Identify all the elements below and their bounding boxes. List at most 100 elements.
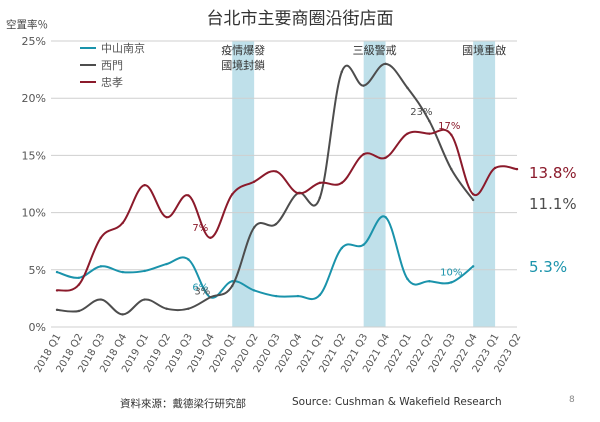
point-zhongxiao-8 [231, 193, 234, 196]
point-zhongshan-18 [450, 281, 453, 284]
band-label-0-line2: 國境封鎖 [221, 58, 265, 72]
page-number: 8 [569, 395, 575, 405]
point-ximen-9 [252, 226, 256, 229]
annotation-2: 3% [194, 286, 210, 297]
point-zhongshan-4 [143, 269, 146, 273]
band-0 [232, 41, 255, 327]
annotation-1: 6% [192, 282, 208, 293]
series-line-zhongxiao [56, 128, 518, 292]
band-1 [363, 41, 386, 327]
legend-label-ximen: 西門 [101, 59, 123, 72]
point-zhongshan-9 [252, 289, 256, 292]
point-zhongshan-5 [165, 262, 168, 266]
point-zhongxiao-1 [77, 283, 81, 286]
point-zhongshan-1 [77, 276, 81, 280]
point-ximen-1 [77, 309, 81, 313]
end-labels: 13.8% 11.1% 5.3% [529, 164, 577, 276]
point-ximen-4 [143, 298, 146, 301]
gridlines [51, 40, 517, 328]
point-zhongxiao-10 [274, 170, 278, 173]
y-tick-labels: 0% 5% 10% 15% 20% 25% [22, 35, 46, 334]
point-zhongxiao-15 [384, 156, 387, 159]
end-label-zhongxiao: 13.8% [529, 164, 577, 182]
point-ximen-6 [187, 307, 190, 310]
point-zhongshan-2 [99, 265, 103, 268]
y-tick-5: 25% [22, 35, 46, 48]
point-zhongshan-12 [318, 293, 322, 297]
point-zhongxiao-14 [362, 153, 365, 156]
point-ximen-7 [209, 296, 212, 299]
point-zhongxiao-13 [340, 181, 343, 185]
point-zhongshan-16 [406, 277, 409, 281]
annotation-3: 23% [410, 107, 432, 118]
legend-label-zhongshan: 中山南京 [101, 41, 145, 55]
point-ximen-10 [274, 222, 278, 226]
band-label-0: 疫情爆發 [221, 43, 265, 57]
annotation-0: 7% [192, 223, 208, 234]
series-lines [55, 62, 519, 316]
legend-label-zhongxiao: 忠孝 [101, 76, 123, 89]
source-note-chinese: 資料來源：戴德梁行研究部 [120, 398, 246, 410]
annotation-5: 10% [440, 267, 462, 278]
annotations: 7% 6%3% 23% 17% 10% [192, 107, 462, 297]
point-ximen-2 [99, 298, 103, 301]
point-ximen-18 [450, 167, 453, 171]
point-ximen-14 [362, 84, 365, 87]
point-zhongxiao-7 [209, 236, 212, 239]
y-tick-0: 0% [29, 321, 46, 334]
point-zhongshan-13 [340, 246, 343, 250]
point-zhongxiao-3 [121, 221, 124, 225]
y-axis-label: 空置率％ [6, 19, 48, 31]
point-zhongxiao-16 [406, 132, 409, 135]
source-note-english: Source: Cushman & Wakefield Research [292, 396, 502, 408]
point-zhongxiao-6 [187, 194, 190, 197]
series-line-zhongshan [56, 215, 474, 301]
point-ximen-19 [471, 198, 475, 202]
point-ximen-8 [231, 284, 234, 288]
point-zhongshan-6 [187, 258, 190, 261]
point-zhongshan-17 [428, 280, 431, 283]
y-tick-1: 5% [29, 264, 46, 277]
point-zhongxiao-4 [143, 183, 146, 187]
chart-title: 台北市主要商圈沿街店面 [206, 9, 394, 29]
point-zhongshan-8 [231, 280, 234, 283]
point-zhongshan-0 [55, 270, 59, 274]
point-ximen-15 [384, 62, 387, 66]
point-ximen-12 [318, 196, 322, 199]
point-zhongxiao-0 [55, 289, 59, 292]
point-zhongxiao-19 [471, 193, 475, 196]
end-label-zhongshan: 5.3% [529, 258, 567, 276]
point-ximen-13 [340, 70, 343, 74]
y-tick-3: 15% [22, 149, 46, 162]
point-ximen-5 [165, 307, 168, 310]
point-ximen-3 [121, 313, 124, 316]
band-label-1: 三級警戒 [353, 43, 397, 57]
series-line-ximen [56, 62, 475, 316]
point-zhongshan-19 [471, 265, 475, 268]
point-zhongxiao-5 [165, 215, 168, 219]
point-zhongxiao-11 [296, 191, 300, 195]
y-tick-4: 20% [22, 92, 46, 105]
point-zhongshan-10 [274, 294, 278, 298]
annotation-4: 17% [438, 121, 460, 132]
end-label-ximen: 11.1% [529, 195, 577, 213]
point-zhongshan-14 [362, 243, 365, 246]
point-zhongshan-3 [121, 270, 124, 274]
point-zhongshan-11 [296, 294, 300, 298]
point-zhongxiao-21 [515, 167, 519, 171]
band-label-2: 國境重啟 [462, 43, 506, 57]
point-zhongxiao-12 [318, 181, 322, 185]
point-ximen-16 [406, 86, 409, 90]
point-zhongxiao-9 [252, 180, 256, 183]
point-zhongxiao-20 [493, 166, 497, 170]
point-zhongxiao-2 [99, 236, 103, 239]
y-tick-2: 10% [22, 207, 46, 220]
point-zhongxiao-17 [428, 132, 431, 135]
point-ximen-17 [428, 119, 431, 123]
point-zhongshan-15 [384, 215, 387, 219]
point-zhongxiao-18 [450, 133, 453, 137]
point-ximen-0 [55, 308, 59, 312]
